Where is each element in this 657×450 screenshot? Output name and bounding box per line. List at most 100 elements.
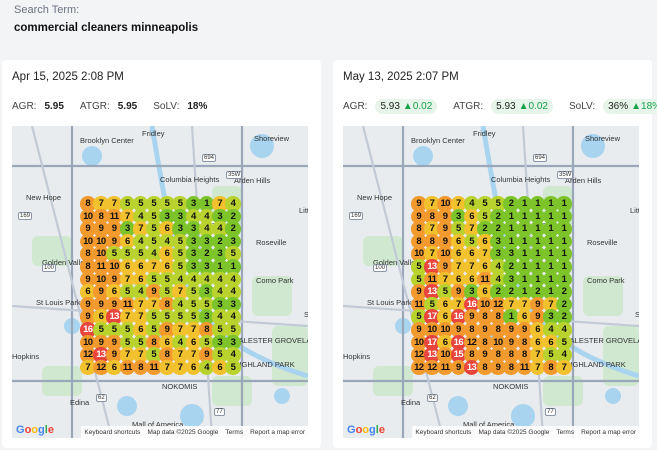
rank-marker[interactable]: 9 — [80, 221, 96, 237]
rank-marker[interactable]: 8 — [159, 347, 175, 363]
rank-marker[interactable]: 4 — [225, 309, 241, 325]
attribution-shortcuts-link[interactable]: Keyboard shortcuts — [415, 428, 472, 436]
rank-marker[interactable]: 1 — [516, 221, 533, 237]
rank-marker[interactable]: 1 — [503, 208, 519, 225]
rank-marker[interactable]: 6 — [132, 271, 149, 288]
rank-marker[interactable]: 5 — [198, 334, 215, 351]
rank-marker[interactable]: 3 — [172, 208, 188, 225]
rank-marker[interactable]: 7 — [185, 322, 202, 338]
rank-marker[interactable]: 1 — [556, 259, 572, 275]
rank-marker[interactable]: 8 — [516, 334, 533, 351]
rank-marker[interactable]: 3 — [172, 221, 188, 237]
rank-marker[interactable]: 10 — [477, 296, 493, 313]
rank-marker[interactable]: 3 — [185, 221, 202, 237]
rank-marker[interactable]: 2 — [212, 233, 228, 250]
rank-marker[interactable]: 11 — [516, 359, 533, 376]
rank-marker[interactable]: 4 — [132, 233, 149, 250]
rank-marker[interactable]: 10 — [424, 322, 440, 338]
rank-marker[interactable]: 16 — [450, 334, 467, 351]
rank-marker[interactable]: 10 — [437, 322, 453, 338]
rank-marker[interactable]: 12 — [93, 359, 109, 376]
rank-marker[interactable]: 13 — [93, 347, 109, 363]
rank-marker[interactable]: 7 — [424, 221, 440, 237]
rank-marker[interactable]: 4 — [212, 309, 228, 325]
rank-marker[interactable]: 9 — [450, 322, 467, 338]
rank-marker[interactable]: 8 — [490, 347, 506, 363]
rank-marker[interactable]: 4 — [198, 359, 215, 376]
rank-marker[interactable]: 6 — [106, 284, 122, 300]
rank-marker[interactable]: 6 — [132, 259, 149, 275]
rank-marker[interactable]: 7 — [159, 359, 175, 376]
rank-marker[interactable]: 5 — [159, 196, 175, 212]
rank-marker[interactable]: 1 — [516, 246, 533, 262]
attribution-shortcuts-link[interactable]: Keyboard shortcuts — [84, 428, 141, 436]
rank-marker[interactable]: 8 — [543, 359, 559, 376]
rank-marker[interactable]: 2 — [529, 284, 546, 300]
rank-marker[interactable]: 5 — [172, 259, 188, 275]
rank-marker[interactable]: 7 — [132, 347, 149, 363]
rank-marker[interactable]: 3 — [225, 233, 241, 250]
rank-marker[interactable]: 10 — [490, 334, 506, 351]
rank-marker[interactable]: 6 — [119, 259, 136, 275]
rank-marker[interactable]: 5 — [146, 196, 162, 212]
rank-marker[interactable]: 5 — [198, 296, 215, 313]
rank-marker[interactable]: 3 — [185, 246, 202, 262]
rank-marker[interactable]: 4 — [185, 208, 202, 225]
rank-marker[interactable]: 4 — [146, 246, 162, 262]
rank-marker[interactable]: 7 — [172, 322, 188, 338]
rank-marker[interactable]: 8 — [80, 246, 96, 262]
rank-marker[interactable]: 7 — [172, 359, 188, 376]
rank-marker[interactable]: 6 — [437, 296, 453, 313]
rank-marker[interactable]: 5 — [146, 208, 162, 225]
rank-marker[interactable]: 3 — [198, 233, 215, 250]
rank-marker[interactable]: 4 — [212, 284, 228, 300]
rank-marker[interactable]: 6 — [437, 334, 453, 351]
rank-marker[interactable]: 10 — [437, 196, 453, 212]
rank-marker[interactable]: 4 — [198, 221, 215, 237]
rank-marker[interactable]: 10 — [411, 334, 427, 351]
rank-marker[interactable]: 5 — [172, 309, 188, 325]
rank-marker[interactable]: 7 — [477, 246, 493, 262]
rank-marker[interactable]: 7 — [450, 296, 467, 313]
rank-marker[interactable]: 7 — [106, 196, 122, 212]
rank-marker[interactable]: 12 — [411, 347, 427, 363]
rank-marker[interactable]: 7 — [529, 347, 546, 363]
rank-marker[interactable]: 7 — [424, 246, 440, 262]
rank-marker[interactable]: 9 — [93, 334, 109, 351]
rank-marker[interactable]: 1 — [556, 233, 572, 250]
rank-marker[interactable]: 7 — [132, 221, 149, 237]
rank-marker[interactable]: 3 — [503, 271, 519, 288]
rank-marker[interactable]: 10 — [437, 246, 453, 262]
rank-marker[interactable]: 7 — [463, 259, 480, 275]
rank-marker[interactable]: 6 — [463, 271, 480, 288]
rank-marker[interactable]: 1 — [529, 246, 546, 262]
rank-marker[interactable]: 6 — [450, 246, 467, 262]
rank-marker[interactable]: 17 — [424, 309, 440, 325]
rank-marker[interactable]: 5 — [132, 334, 149, 351]
rank-marker[interactable]: 9 — [93, 284, 109, 300]
rank-marker[interactable]: 4 — [463, 196, 480, 212]
rank-marker[interactable]: 6 — [106, 359, 122, 376]
rank-marker[interactable]: 10 — [93, 233, 109, 250]
rank-marker[interactable]: 9 — [159, 322, 175, 338]
rank-marker[interactable]: 9 — [529, 296, 546, 313]
rank-marker[interactable]: 9 — [93, 221, 109, 237]
rank-marker[interactable]: 9 — [477, 347, 493, 363]
rank-marker[interactable]: 2 — [490, 284, 506, 300]
rank-marker[interactable]: 3 — [225, 296, 241, 313]
rank-marker[interactable]: 5 — [477, 196, 493, 212]
rank-marker[interactable]: 5 — [132, 196, 149, 212]
rank-marker[interactable]: 8 — [503, 359, 519, 376]
rank-marker[interactable]: 9 — [411, 322, 427, 338]
rank-marker[interactable]: 5 — [490, 196, 506, 212]
rank-marker[interactable]: 1 — [529, 271, 546, 288]
rank-marker[interactable]: 1 — [516, 271, 533, 288]
rank-marker[interactable]: 1 — [198, 196, 215, 212]
rank-marker[interactable]: 4 — [172, 296, 188, 313]
rank-marker[interactable]: 4 — [132, 284, 149, 300]
attribution-mapdata-link[interactable]: Map data ©2025 Google — [147, 428, 219, 436]
rank-marker[interactable]: 4 — [198, 271, 215, 288]
rank-marker[interactable]: 3 — [159, 208, 175, 225]
rank-marker[interactable]: 13 — [424, 347, 440, 363]
rank-marker[interactable]: 5 — [411, 259, 427, 275]
